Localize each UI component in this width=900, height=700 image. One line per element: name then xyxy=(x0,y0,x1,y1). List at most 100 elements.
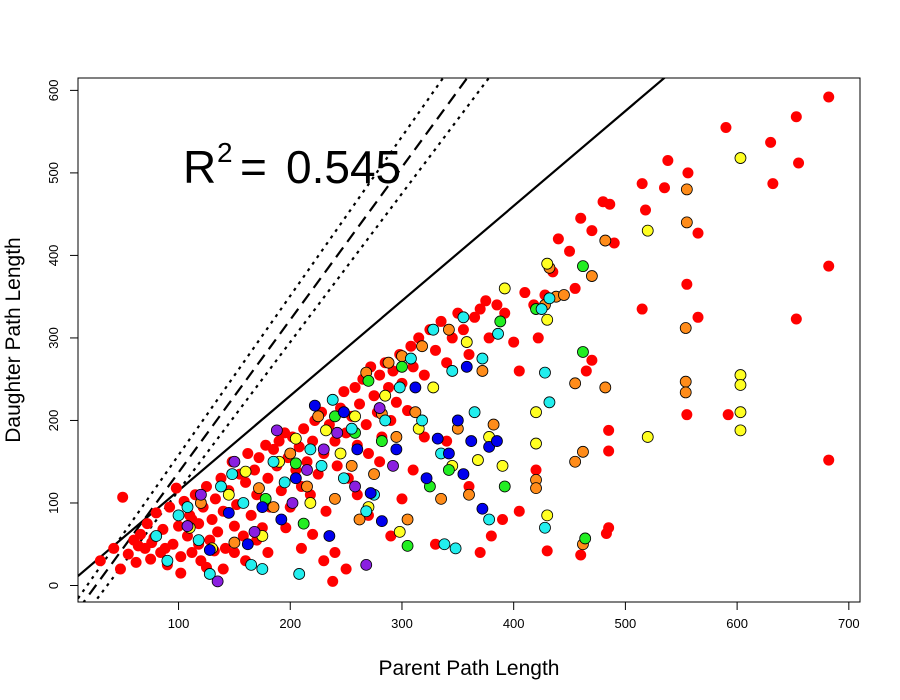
data-point xyxy=(130,556,142,568)
data-point xyxy=(382,356,395,369)
data-point xyxy=(569,455,582,468)
data-point xyxy=(457,468,470,480)
data-point xyxy=(577,445,589,458)
data-point xyxy=(362,374,375,387)
x-tick-label: 400 xyxy=(503,616,525,631)
data-point xyxy=(485,530,497,542)
data-point xyxy=(390,431,403,443)
data-point xyxy=(360,419,372,431)
r-squared-value: 0.545 xyxy=(286,141,401,193)
data-point xyxy=(543,292,556,305)
fit-line-solid-0 xyxy=(78,78,666,577)
data-point xyxy=(692,227,704,239)
data-point xyxy=(390,396,402,408)
data-point xyxy=(519,287,531,299)
data-point xyxy=(349,381,361,393)
data-point xyxy=(362,447,374,459)
data-point xyxy=(228,536,241,549)
data-point xyxy=(498,480,511,493)
data-point xyxy=(603,424,615,436)
data-point xyxy=(245,558,258,571)
data-point xyxy=(641,224,654,237)
data-point xyxy=(679,386,692,399)
data-point xyxy=(451,414,464,427)
data-point xyxy=(345,459,358,472)
data-point xyxy=(599,234,612,247)
data-point xyxy=(222,506,235,519)
data-point xyxy=(599,381,612,394)
x-tick-label: 100 xyxy=(168,616,190,631)
data-point xyxy=(396,493,408,505)
data-point xyxy=(200,480,212,492)
data-point xyxy=(580,365,592,377)
data-point xyxy=(301,456,313,468)
data-point xyxy=(530,406,542,419)
data-point xyxy=(374,456,386,468)
data-point xyxy=(375,515,388,528)
data-point xyxy=(295,542,307,554)
data-point xyxy=(431,432,444,445)
data-point xyxy=(577,346,589,358)
data-point xyxy=(351,443,364,456)
data-point xyxy=(641,431,654,443)
data-point xyxy=(150,507,162,519)
data-point xyxy=(438,538,451,551)
data-point xyxy=(659,182,670,194)
data-point xyxy=(442,447,455,460)
data-point xyxy=(374,369,386,381)
data-point xyxy=(498,282,511,295)
data-point xyxy=(790,313,802,325)
data-point xyxy=(273,435,285,447)
data-point xyxy=(108,542,120,554)
data-point xyxy=(535,303,548,315)
data-point xyxy=(497,513,509,525)
data-point xyxy=(420,472,433,485)
data-point xyxy=(734,152,747,164)
data-point xyxy=(734,406,747,419)
data-point xyxy=(289,457,302,470)
data-point xyxy=(393,381,406,394)
data-point xyxy=(469,311,481,323)
data-point xyxy=(354,398,366,410)
fit-line-dashed-1 xyxy=(82,78,469,602)
data-point xyxy=(457,311,470,324)
data-point xyxy=(256,501,269,514)
data-point xyxy=(765,136,777,148)
data-point xyxy=(476,365,489,377)
data-point xyxy=(418,369,430,381)
data-point xyxy=(449,542,462,555)
data-point xyxy=(446,365,459,377)
data-point xyxy=(219,542,231,554)
data-point xyxy=(539,521,551,534)
data-point xyxy=(132,540,144,552)
data-point xyxy=(558,289,570,301)
data-point xyxy=(474,303,486,315)
x-axis: 100 200 300 400 500 600 700 xyxy=(168,601,860,631)
data-point xyxy=(289,432,302,445)
data-point xyxy=(135,528,147,540)
y-tick-label: 100 xyxy=(46,492,61,514)
data-point xyxy=(541,257,554,270)
data-point xyxy=(192,534,205,547)
data-point xyxy=(603,445,615,457)
data-point xyxy=(170,482,182,494)
data-point xyxy=(636,303,648,315)
data-point xyxy=(284,447,297,460)
data-point xyxy=(175,567,187,579)
data-point xyxy=(320,424,332,437)
data-point xyxy=(608,237,620,249)
data-point xyxy=(585,270,598,282)
data-point xyxy=(734,379,747,391)
data-point xyxy=(293,568,306,580)
data-point xyxy=(416,340,428,353)
data-point xyxy=(681,409,693,421)
data-point xyxy=(117,491,129,503)
data-point xyxy=(441,435,453,447)
data-point xyxy=(307,528,319,540)
data-point xyxy=(228,546,240,558)
data-point xyxy=(476,352,489,365)
data-point xyxy=(682,167,694,179)
data-point xyxy=(483,332,495,344)
fit-line-dotted-3 xyxy=(93,78,491,602)
data-point xyxy=(569,282,581,294)
